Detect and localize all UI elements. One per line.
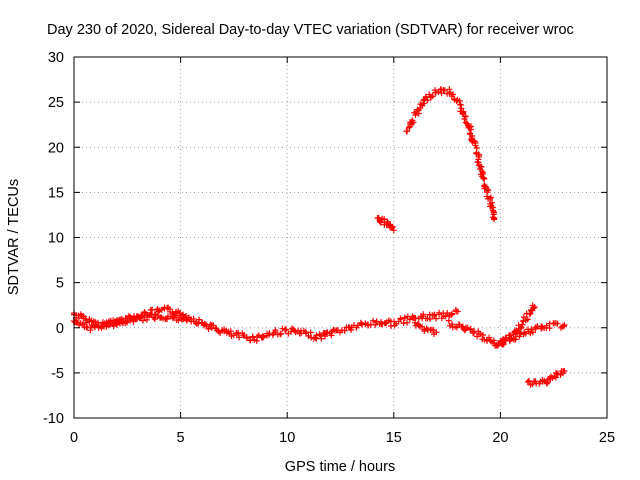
y-tick-label: 15 — [48, 185, 64, 201]
y-tick-label: 10 — [48, 231, 64, 247]
y-tick-label: 30 — [48, 50, 64, 66]
y-tick-label: 20 — [48, 140, 64, 156]
series-rising-segment — [492, 302, 538, 349]
x-tick-label: 25 — [599, 430, 615, 446]
data-points-path — [403, 86, 498, 223]
x-tick-label: 10 — [279, 430, 295, 446]
y-axis-label: SDTVAR / TECUs — [6, 179, 22, 295]
data-points-path — [374, 214, 397, 234]
data-points-path — [524, 367, 568, 388]
x-axis-label: GPS time / hours — [285, 459, 395, 475]
x-tick-label: 20 — [492, 430, 508, 446]
y-tick-label: -5 — [51, 366, 64, 382]
data-points — [70, 86, 568, 388]
series-evening-arc — [403, 86, 498, 223]
y-tick-label: 5 — [56, 276, 64, 292]
data-points-path — [492, 302, 538, 349]
series-low-segment — [524, 367, 568, 388]
data-points-path — [411, 319, 440, 338]
y-tick-label: 25 — [48, 95, 64, 111]
y-tick-label: 0 — [56, 321, 64, 337]
y-tick-label: -10 — [43, 411, 64, 427]
x-tick-label: 5 — [177, 430, 185, 446]
series-mid-segment — [411, 319, 440, 338]
chart-title: Day 230 of 2020, Sidereal Day-to-day VTE… — [47, 22, 574, 38]
x-tick-label: 0 — [70, 430, 78, 446]
series-short-arc — [374, 214, 397, 234]
x-tick-label: 15 — [386, 430, 402, 446]
axis-ticks: 0 5 10 15 20 25 -10 -5 0 5 10 15 20 25 30 — [43, 50, 615, 446]
